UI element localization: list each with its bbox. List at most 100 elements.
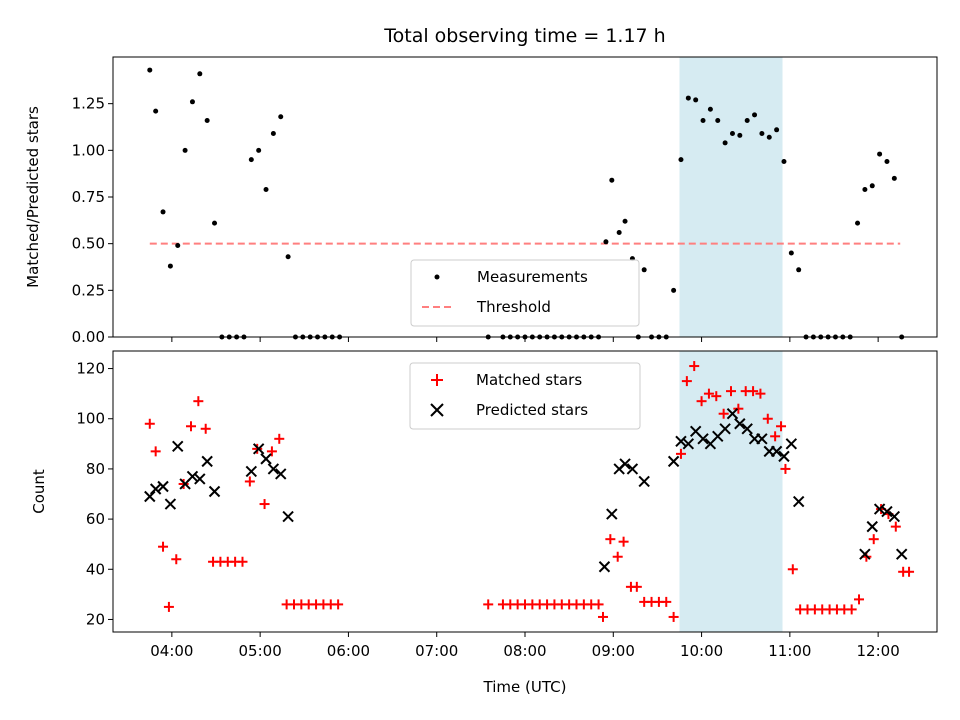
- predicted-star-point: [873, 503, 886, 515]
- panel-ratio: 0.00 0.25 0.50 0.75 1.00 1.25 Matched/Predict…: [24, 56, 938, 346]
- matched-star-points: [144, 361, 915, 622]
- matched-star-point: [696, 396, 707, 407]
- measurement-point: [752, 112, 758, 118]
- y-axis-ticks-top: 0.00 0.25 0.50 0.75 1.00 1.25: [72, 95, 113, 346]
- legend-label-measurements: Measurements: [477, 268, 588, 286]
- measurement-point: [722, 140, 728, 146]
- measurement-point: [891, 175, 897, 181]
- predicted-star-point: [682, 438, 695, 450]
- matched-star-point: [718, 408, 729, 419]
- legend-bottom: Matched stars Predicted stars: [409, 362, 641, 430]
- measurement-point: [641, 267, 647, 273]
- matched-star-point: [237, 556, 248, 567]
- matched-star-point: [868, 534, 879, 545]
- predicted-star-point: [888, 510, 901, 523]
- y-tick-label: 0.50: [72, 235, 105, 253]
- x-tick-label: 10:00: [680, 642, 723, 660]
- predicted-star-point: [157, 480, 169, 493]
- matched-star-point: [259, 499, 270, 510]
- matched-star-point: [780, 463, 791, 474]
- measurement-point: [700, 117, 706, 123]
- predicted-star-points: [144, 408, 908, 573]
- predicted-star-point: [245, 465, 258, 478]
- measurement-point: [147, 67, 153, 73]
- predicted-star-point: [895, 548, 908, 560]
- measurement-point: [884, 159, 890, 165]
- measurement-point: [285, 254, 291, 260]
- predicted-star-point: [172, 440, 184, 453]
- matched-star-point: [762, 413, 773, 424]
- x-tick-label: 12:00: [857, 642, 900, 660]
- measurement-point: [788, 250, 794, 256]
- measurement-point: [175, 243, 181, 249]
- y-tick-label: 120: [76, 360, 105, 378]
- measurement-point: [774, 127, 780, 133]
- measurement-point: [707, 106, 713, 112]
- y-tick-label: 80: [86, 460, 105, 478]
- measurement-point: [715, 117, 721, 123]
- predicted-star-point: [697, 433, 709, 445]
- y-tick-label: 0.75: [72, 188, 105, 206]
- matched-star-point: [593, 599, 604, 610]
- matched-star-point: [668, 611, 679, 622]
- matched-star-point: [631, 581, 642, 592]
- matched-star-point: [904, 566, 915, 577]
- y-tick-label: 60: [86, 510, 105, 528]
- legend-label-threshold: Threshold: [476, 298, 551, 316]
- y-tick-label: 40: [86, 560, 105, 578]
- predicted-star-point: [606, 508, 618, 520]
- x-tick-label: 06:00: [327, 642, 370, 660]
- matched-star-point: [200, 423, 211, 434]
- legend-marker-predicted: [430, 403, 444, 417]
- x-axis-ticks-bottom: 04:00 05:00 06:00 07:00 08:00 09:00 10:00 11:00…: [150, 632, 900, 660]
- measurement-point: [167, 263, 173, 269]
- measurement-point: [729, 131, 735, 137]
- measurement-point: [693, 97, 699, 103]
- predicted-star-point: [282, 510, 294, 523]
- matched-star-point: [171, 554, 182, 565]
- legend-box: [409, 362, 641, 430]
- matched-star-point: [163, 601, 174, 612]
- measurement-point: [744, 117, 750, 123]
- matched-star-point: [244, 476, 255, 487]
- measurement-point: [256, 147, 262, 153]
- matched-star-point: [597, 611, 608, 622]
- axes-frame-bottom: [112, 350, 938, 633]
- matched-star-point: [755, 388, 766, 399]
- y-axis-label-bottom: Count: [30, 469, 48, 514]
- matched-star-point: [618, 536, 629, 547]
- predicted-star-point: [859, 548, 871, 560]
- measurement-point: [248, 157, 254, 163]
- measurement-point: [153, 108, 159, 114]
- predicted-star-point: [260, 453, 272, 465]
- predicted-star-point: [726, 408, 739, 420]
- measurement-point: [869, 183, 875, 189]
- measurement-point: [796, 267, 802, 273]
- y-axis-label-top: Matched/Predicted stars: [24, 106, 42, 288]
- matched-star-point: [158, 541, 169, 552]
- matched-star-point: [605, 534, 616, 545]
- predicted-star-point: [208, 485, 221, 498]
- matched-star-point: [787, 564, 798, 575]
- predicted-star-point: [881, 505, 893, 518]
- matched-star-point: [266, 446, 277, 457]
- y-tick-label: 0.00: [72, 328, 105, 346]
- matched-star-point: [252, 443, 263, 454]
- matched-star-point: [748, 386, 759, 397]
- measurement-point: [759, 131, 765, 137]
- matched-star-point: [178, 478, 189, 489]
- predicted-star-point: [194, 473, 206, 485]
- predicted-star-point: [719, 423, 731, 435]
- y-tick-label: 1.25: [72, 95, 105, 113]
- predicted-star-point: [626, 463, 639, 475]
- predicted-star-point: [638, 475, 650, 488]
- legend-label-matched: Matched stars: [476, 371, 582, 389]
- legend-marker-measurements: [434, 274, 440, 280]
- predicted-star-point: [866, 520, 878, 533]
- predicted-star-point: [252, 443, 265, 455]
- predicted-star-point: [785, 438, 798, 450]
- predicted-star-point: [201, 455, 213, 468]
- matched-star-point: [689, 361, 700, 372]
- predicted-star-point: [734, 418, 746, 430]
